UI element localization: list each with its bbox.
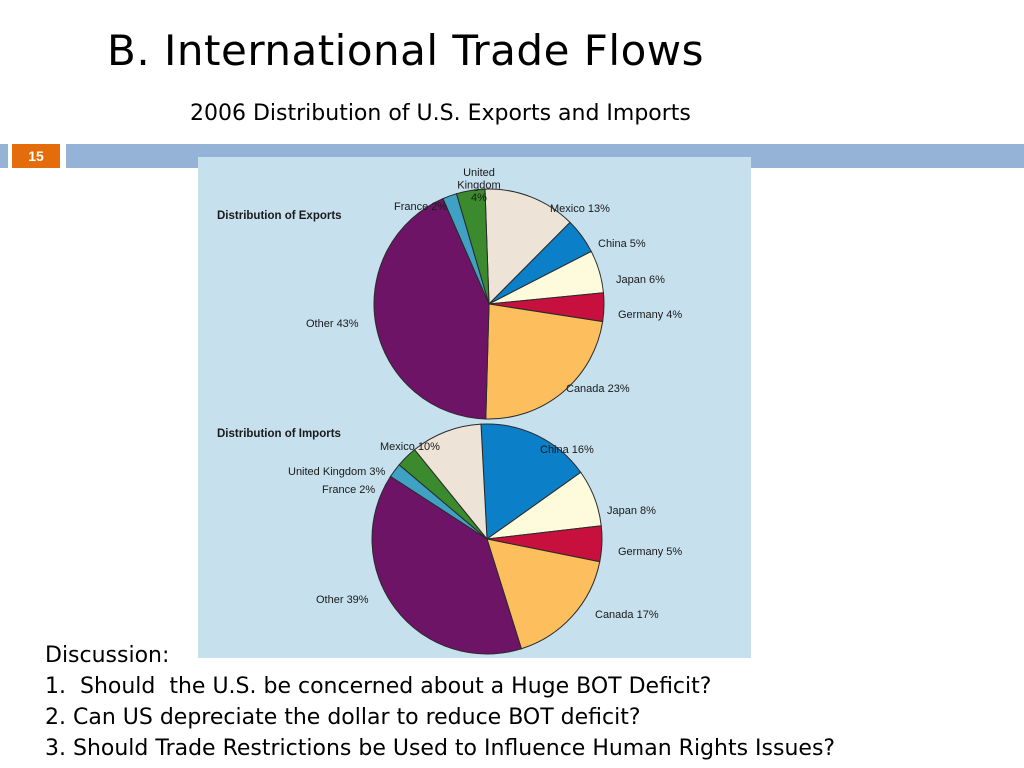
label-germany: Germany 5% xyxy=(618,546,682,558)
label-other: Other 43% xyxy=(306,318,359,330)
exports-title: Distribution of Exports xyxy=(217,210,342,222)
discussion-item-3: 3. Should Trade Restrictions be Used to … xyxy=(45,736,836,761)
label-mexico: Mexico 13% xyxy=(550,203,610,215)
slice-mexico xyxy=(484,188,571,306)
slice-other xyxy=(373,197,490,420)
header-bar-left xyxy=(0,144,8,168)
label-united-kingdom: United Kingdom 3% xyxy=(288,466,385,478)
label-japan: Japan 8% xyxy=(607,505,656,517)
label-china: China 16% xyxy=(540,444,594,456)
slice-mexico xyxy=(413,423,488,541)
slice-other xyxy=(371,475,523,655)
imports-pie: Distribution of Imports China 16% Japan 8%… xyxy=(217,423,682,655)
pie-charts: Distribution of Exports Mexico 13% China 5… xyxy=(217,167,682,655)
slice-china xyxy=(480,423,582,540)
discussion-item-1: 1. Should the U.S. be concerned about a … xyxy=(45,674,712,699)
label-france: France 2% xyxy=(322,484,375,496)
exports-pie: Distribution of Exports Mexico 13% China 5… xyxy=(217,167,682,420)
label-japan: Japan 6% xyxy=(616,274,665,286)
label-other: Other 39% xyxy=(316,594,369,606)
discussion-item-2: 2. Can US depreciate the dollar to reduc… xyxy=(45,705,641,730)
slice-canada xyxy=(485,303,604,420)
slice-canada xyxy=(486,538,601,650)
label-mexico: Mexico 10% xyxy=(380,441,440,453)
slice-united-kingdom xyxy=(455,188,490,305)
discussion: Discussion: 1. Should the U.S. be concer… xyxy=(45,640,835,764)
imports-title: Distribution of Imports xyxy=(217,428,341,440)
slide-title: B. International Trade Flows xyxy=(107,26,705,75)
label-canada: Canada 17% xyxy=(595,609,659,621)
label-united-kingdom: United Kingdom 4% xyxy=(457,167,500,204)
label-france: France 2% xyxy=(394,201,447,213)
label-germany: Germany 4% xyxy=(618,309,682,321)
label-china: China 5% xyxy=(598,238,646,250)
label-canada: Canada 23% xyxy=(566,383,630,395)
slide-number: 15 xyxy=(12,144,60,168)
slide-subtitle: 2006 Distribution of U.S. Exports and Im… xyxy=(190,101,691,126)
chart-panel: Distribution of Exports Mexico 13% China 5… xyxy=(198,157,751,658)
discussion-heading: Discussion: xyxy=(45,643,170,668)
